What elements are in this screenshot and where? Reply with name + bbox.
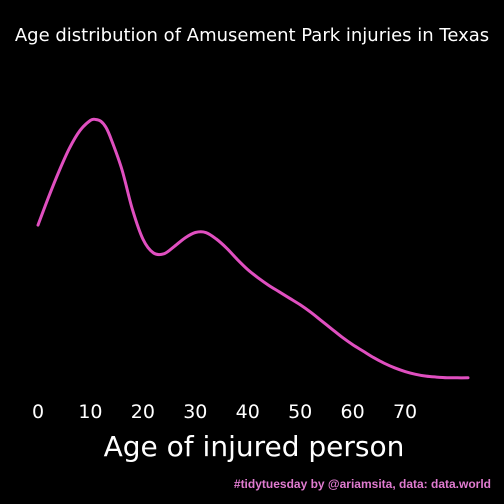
x-axis-label: Age of injured person [104, 430, 405, 463]
chart-caption: #tidytuesday by @ariamsita, data: data.w… [234, 477, 491, 491]
x-axis-ticks: 0 10 20 30 40 50 60 70 [32, 401, 417, 423]
plot-area [36, 117, 470, 380]
x-tick-label-30: 30 [183, 401, 207, 423]
x-tick-label-20: 20 [131, 401, 155, 423]
x-tick-label-10: 10 [78, 401, 102, 423]
chart-title: Age distribution of Amusement Park injur… [15, 25, 489, 46]
density-line-series-0 [36, 117, 470, 380]
x-tick-label-70: 70 [393, 401, 417, 423]
x-tick-label-50: 50 [288, 401, 312, 423]
x-tick-label-60: 60 [341, 401, 365, 423]
x-tick-label-0: 0 [32, 401, 44, 423]
x-tick-label-40: 40 [236, 401, 260, 423]
